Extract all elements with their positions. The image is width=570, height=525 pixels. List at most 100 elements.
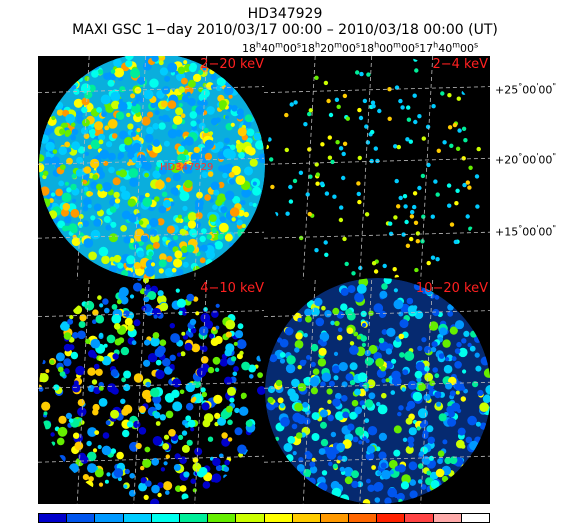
sky-pixel <box>193 393 204 404</box>
sky-pixel <box>172 401 183 412</box>
sky-pixel <box>159 67 168 76</box>
sky-pixel <box>183 60 188 65</box>
sky-pixel <box>173 464 181 471</box>
sky-pixel <box>199 467 208 476</box>
sky-pixel <box>190 478 196 485</box>
sky-pixel <box>371 104 376 109</box>
sky-pixel <box>44 128 52 136</box>
sky-pixel <box>112 177 121 186</box>
sky-pixel <box>415 239 420 244</box>
sky-pixel <box>307 211 312 217</box>
sky-pixel <box>158 166 168 175</box>
sky-pixel <box>165 410 174 419</box>
sky-pixel <box>238 151 245 159</box>
sky-pixel <box>293 100 298 105</box>
sky-pixel <box>456 96 461 101</box>
sky-pixel <box>200 387 206 393</box>
sky-pixel <box>135 161 142 169</box>
sky-pixel <box>461 126 467 131</box>
sky-pixel <box>204 194 212 201</box>
sky-pixel <box>374 486 381 492</box>
sky-pixel <box>397 411 402 417</box>
band-label-2-4kev: 2−4 keV <box>432 57 488 72</box>
sky-pixel <box>105 224 112 231</box>
sky-pixel <box>176 268 184 276</box>
sky-pixel <box>317 358 327 367</box>
sky-pixel <box>225 331 232 338</box>
sky-pixel <box>187 79 196 88</box>
sky-pixel <box>474 174 480 179</box>
sky-pixel <box>70 208 80 218</box>
grid-line-dec <box>263 157 491 165</box>
sky-pixel <box>152 139 161 147</box>
dec-label-15: +15°00'00" <box>495 224 557 239</box>
sky-pixel <box>224 349 232 357</box>
sky-pixel <box>57 426 68 437</box>
sky-pixel <box>71 128 79 136</box>
sky-pixel <box>406 297 414 305</box>
sky-pixel <box>418 451 424 457</box>
sky-pixel <box>165 454 170 459</box>
sky-pixel <box>221 432 228 439</box>
sky-pixel <box>133 262 141 270</box>
sky-pixel <box>127 324 135 332</box>
sky-pixel <box>371 465 376 470</box>
sky-pixel <box>340 287 349 296</box>
sky-pixel <box>284 327 294 336</box>
panel-2-4kev <box>265 57 481 279</box>
sky-pixel <box>356 335 361 340</box>
sky-pixel <box>118 98 123 103</box>
sky-pixel <box>356 181 361 186</box>
sky-pixel <box>151 307 162 318</box>
sky-pixel <box>175 107 184 116</box>
sky-pixel <box>150 262 156 267</box>
sky-pixel <box>214 240 223 250</box>
sky-pixel <box>277 397 284 404</box>
sky-pixel <box>162 236 168 242</box>
sky-pixel <box>302 401 309 408</box>
sky-pixel <box>118 101 128 112</box>
sky-pixel <box>224 376 233 385</box>
sky-pixel <box>205 258 213 266</box>
sky-pixel <box>307 147 312 152</box>
sky-pixel <box>107 383 117 393</box>
sky-pixel <box>429 380 436 387</box>
sky-pixel <box>219 358 228 367</box>
sky-pixel <box>82 179 88 185</box>
sky-pixel <box>232 371 238 377</box>
sky-pixel <box>383 278 392 285</box>
sky-pixel <box>58 180 65 187</box>
sky-pixel <box>64 181 69 186</box>
sky-pixel <box>117 476 122 482</box>
sky-pixel <box>224 190 235 201</box>
sky-pixel <box>91 379 98 385</box>
sky-pixel <box>377 471 382 476</box>
sky-pixel <box>319 181 325 186</box>
sky-pixel <box>144 133 154 143</box>
sky-pixel <box>356 284 367 294</box>
sky-pixel <box>186 293 195 302</box>
sky-pixel <box>70 226 78 234</box>
sky-pixel <box>145 259 156 270</box>
sky-pixel <box>211 310 219 318</box>
sky-pixel <box>223 137 230 144</box>
sky-pixel <box>192 296 199 302</box>
sky-pixel <box>223 466 230 472</box>
sky-pixel <box>145 192 150 198</box>
sky-pixel <box>375 446 381 452</box>
sky-pixel <box>294 402 304 412</box>
sky-pixel <box>223 85 234 96</box>
sky-pixel <box>361 342 366 347</box>
sky-pixel <box>206 250 216 260</box>
sky-pixel <box>196 191 203 199</box>
sky-pixel <box>142 197 153 207</box>
sky-pixel <box>370 100 376 105</box>
ra-label-1820: 18h20m00s <box>301 40 361 55</box>
sky-pixel <box>68 418 74 423</box>
sky-pixel <box>50 192 56 197</box>
sky-pixel <box>303 122 308 127</box>
sky-pixel <box>267 396 274 404</box>
sky-pixel <box>165 490 170 495</box>
sky-pixel <box>308 174 313 179</box>
sky-pixel <box>275 436 280 441</box>
